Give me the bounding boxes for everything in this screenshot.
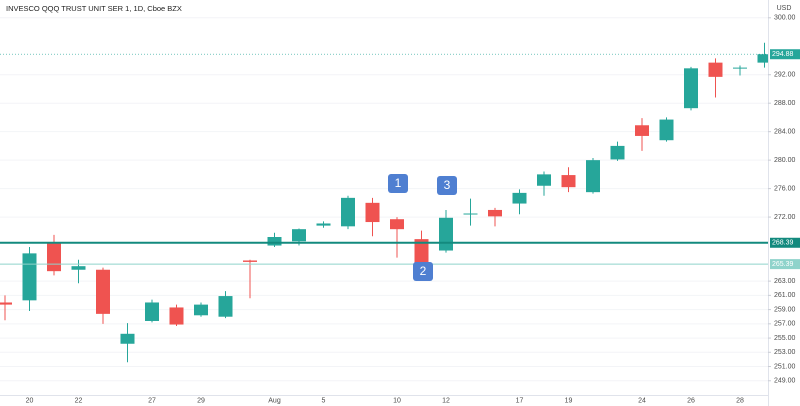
candle-body bbox=[96, 269, 110, 314]
y-tick-label: 300.00 bbox=[774, 15, 796, 22]
y-tick-label: 284.00 bbox=[774, 129, 796, 136]
currency-label: USD bbox=[777, 5, 792, 12]
candle-body bbox=[71, 266, 86, 270]
candle-body bbox=[341, 197, 355, 227]
candle-body bbox=[561, 175, 576, 188]
x-tick-label: Aug bbox=[268, 397, 281, 404]
candle-body bbox=[169, 307, 184, 325]
y-tick-label: 288.00 bbox=[774, 100, 796, 107]
annotation: 1 bbox=[388, 174, 408, 193]
annotation-box bbox=[437, 176, 457, 195]
candle-body bbox=[316, 223, 331, 226]
candle-body bbox=[292, 229, 306, 242]
y-tick-label: 251.00 bbox=[774, 363, 796, 370]
candle-body bbox=[537, 174, 551, 186]
candle-body bbox=[365, 202, 380, 223]
candle-body bbox=[733, 67, 747, 69]
x-tick-label: 28 bbox=[736, 397, 744, 404]
candle-body bbox=[610, 145, 625, 160]
last-price-badge bbox=[770, 49, 800, 60]
annotation-text: 1 bbox=[395, 176, 402, 190]
y-tick-label: 263.00 bbox=[774, 278, 796, 285]
last-price-label: 294.88 bbox=[772, 51, 794, 58]
candle-body bbox=[512, 192, 527, 204]
candle-body bbox=[145, 302, 159, 321]
y-tick-label: 255.00 bbox=[774, 335, 796, 342]
candle-body bbox=[218, 296, 233, 317]
plot-area bbox=[0, 17, 768, 382]
y-tick-label: 280.00 bbox=[774, 157, 796, 164]
candle-body bbox=[684, 68, 698, 109]
x-tick-label: 22 bbox=[75, 397, 83, 404]
x-tick-label: 12 bbox=[442, 397, 450, 404]
candle-body bbox=[414, 239, 429, 265]
annotation: 2 bbox=[413, 262, 433, 281]
candle-body bbox=[194, 304, 208, 316]
candle-body bbox=[47, 242, 61, 272]
candle-body bbox=[0, 302, 12, 305]
x-tick-label: 27 bbox=[148, 397, 156, 404]
annotation-text: 2 bbox=[420, 264, 427, 278]
candle-body bbox=[463, 213, 478, 215]
candle-body bbox=[267, 237, 282, 246]
x-tick-label: 24 bbox=[638, 397, 646, 404]
candle-body bbox=[635, 125, 649, 136]
y-tick-label: 253.00 bbox=[774, 349, 796, 356]
price-badge-label: 268.39 bbox=[772, 240, 794, 247]
candle-body bbox=[488, 209, 502, 217]
candle-body bbox=[22, 253, 37, 301]
chart-title: INVESCO QQQ TRUST UNIT SER 1, 1D, Cboe B… bbox=[6, 4, 182, 13]
x-tick-label: 10 bbox=[393, 397, 401, 404]
annotation: 3 bbox=[437, 176, 457, 195]
annotation-box bbox=[388, 174, 408, 193]
candle-body bbox=[586, 160, 600, 193]
y-tick-label: 249.00 bbox=[774, 378, 796, 385]
x-tick-label: 26 bbox=[687, 397, 695, 404]
x-tick-label: 5 bbox=[322, 397, 326, 404]
candle-body bbox=[243, 260, 257, 262]
candle-body bbox=[659, 119, 674, 141]
x-tick-label: 20 bbox=[26, 397, 34, 404]
candle-body bbox=[439, 217, 453, 251]
candle-body bbox=[120, 333, 135, 344]
annotation-box bbox=[413, 262, 433, 281]
candle-body bbox=[757, 54, 768, 63]
price-badge bbox=[770, 237, 800, 248]
candle-body bbox=[390, 219, 404, 230]
y-tick-label: 257.00 bbox=[774, 321, 796, 328]
price-badge bbox=[770, 259, 800, 270]
x-tick-label: 19 bbox=[565, 397, 573, 404]
x-tick-label: 29 bbox=[197, 397, 205, 404]
y-tick-label: 259.00 bbox=[774, 306, 796, 313]
x-tick-label: 17 bbox=[516, 397, 524, 404]
y-tick-label: 261.00 bbox=[774, 292, 796, 299]
candle-body bbox=[708, 62, 723, 77]
annotation-text: 3 bbox=[444, 178, 451, 192]
price-badge-label: 265.39 bbox=[772, 261, 794, 268]
y-tick-label: 276.00 bbox=[774, 185, 796, 192]
y-tick-label: 292.00 bbox=[774, 72, 796, 79]
y-tick-label: 272.00 bbox=[774, 214, 796, 221]
